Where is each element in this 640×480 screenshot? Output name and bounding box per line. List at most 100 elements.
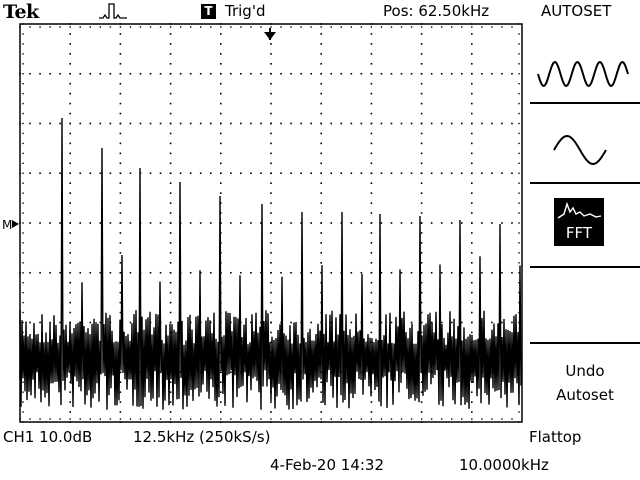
graticule-dot <box>450 222 453 224</box>
graticule-dot <box>320 102 322 105</box>
graticule-dot <box>22 411 24 413</box>
graticule-dot <box>420 281 423 284</box>
graticule-dot <box>119 301 122 304</box>
graticule-dot <box>350 271 353 274</box>
graticule-dot <box>109 172 112 175</box>
graticule-dot <box>99 72 102 75</box>
graticule-dot <box>119 142 122 145</box>
waveform-display: M <box>2 23 523 423</box>
graticule-dot <box>179 172 182 175</box>
graticule-dot <box>471 152 473 155</box>
graticule-dot <box>481 122 483 125</box>
graticule-dot <box>380 222 383 224</box>
graticule-dot <box>440 418 443 420</box>
graticule-dot <box>159 371 162 374</box>
svg-text:M: M <box>2 218 12 232</box>
graticule-dot <box>420 262 423 264</box>
graticule-dot <box>270 401 272 403</box>
graticule-dot <box>230 72 232 75</box>
graticule-dot <box>518 301 520 304</box>
graticule-dot <box>501 72 503 75</box>
autoset-single-cycle-button[interactable] <box>530 108 640 178</box>
fft-label: FFT <box>565 224 593 242</box>
graticule-dot <box>250 72 252 75</box>
graticule-dot <box>99 122 102 125</box>
graticule-dot <box>410 321 413 324</box>
graticule-dot <box>22 192 24 194</box>
graticule-dot <box>209 271 212 274</box>
graticule-dot <box>209 172 212 175</box>
graticule-dot <box>300 26 302 28</box>
graticule-dot <box>420 182 423 184</box>
graticule-dot <box>270 26 272 28</box>
graticule-dot <box>169 152 172 155</box>
spectrum-trace <box>19 117 522 410</box>
graticule-dot <box>22 102 24 105</box>
graticule-dot <box>450 271 453 274</box>
graticule-dot <box>22 142 24 145</box>
graticule-dot <box>410 26 413 28</box>
graticule-dot <box>49 72 51 75</box>
graticule-dot <box>420 291 423 294</box>
trigger-frequency: 10.0000kHz <box>459 456 549 474</box>
graticule-dot <box>260 72 262 75</box>
graticule-dot <box>471 381 473 383</box>
graticule-dot <box>69 411 71 413</box>
graticule-dot <box>169 212 172 214</box>
graticule-dot <box>420 391 423 393</box>
graticule-dot <box>501 418 503 420</box>
graticule-dot <box>19 172 21 175</box>
graticule-dot <box>220 63 222 65</box>
graticule-dot <box>320 63 322 65</box>
menu-divider <box>530 266 640 268</box>
graticule-dot <box>129 271 132 274</box>
graticule-dot <box>69 311 71 314</box>
graticule-dot <box>471 421 473 423</box>
graticule-dot <box>119 232 122 234</box>
graticule-dot <box>518 192 520 194</box>
graticule-dot <box>270 92 272 95</box>
graticule-dot <box>370 411 373 413</box>
graticule-dot <box>370 331 373 334</box>
graticule-dot <box>471 401 473 403</box>
graticule-dot <box>119 418 122 420</box>
graticule-dot <box>200 26 202 28</box>
autoset-fft-button[interactable]: FFT <box>530 188 640 262</box>
autoset-multi-cycle-button[interactable] <box>530 28 640 98</box>
graticule-dot <box>220 122 222 125</box>
graticule-dot <box>220 152 222 155</box>
graticule-dot <box>22 321 24 324</box>
graticule-dot <box>79 26 81 28</box>
fft-spectrum <box>19 117 522 410</box>
graticule-dot <box>420 222 423 224</box>
graticule-dot <box>320 43 322 45</box>
graticule-dot <box>420 232 423 234</box>
graticule-dot <box>69 281 71 284</box>
graticule-dot <box>169 301 172 304</box>
graticule-dot <box>69 202 71 204</box>
graticule-dot <box>270 162 272 165</box>
graticule-dot <box>290 122 292 125</box>
graticule-dot <box>22 401 24 403</box>
graticule-dot <box>461 418 463 420</box>
graticule-dot <box>189 72 192 75</box>
graticule-dot <box>320 202 322 204</box>
graticule-dot <box>420 172 423 175</box>
graticule-dot <box>440 26 443 28</box>
graticule-dot <box>320 142 322 145</box>
graticule-dot <box>59 418 61 420</box>
graticule-dot <box>370 252 373 254</box>
graticule-dot <box>22 162 24 164</box>
graticule-dot <box>320 401 322 403</box>
graticule-dot <box>230 222 232 224</box>
graticule-dot <box>119 311 122 314</box>
graticule-dot <box>511 172 513 175</box>
graticule-dot <box>250 122 252 125</box>
graticule-dot <box>149 418 152 420</box>
graticule-dot <box>270 331 272 334</box>
graticule-dot <box>511 271 513 274</box>
graticule-dot <box>518 411 520 413</box>
undo-autoset-button[interactable]: Undo Autoset <box>530 358 640 412</box>
graticule-dot <box>290 418 292 420</box>
graticule-dot <box>169 421 172 423</box>
